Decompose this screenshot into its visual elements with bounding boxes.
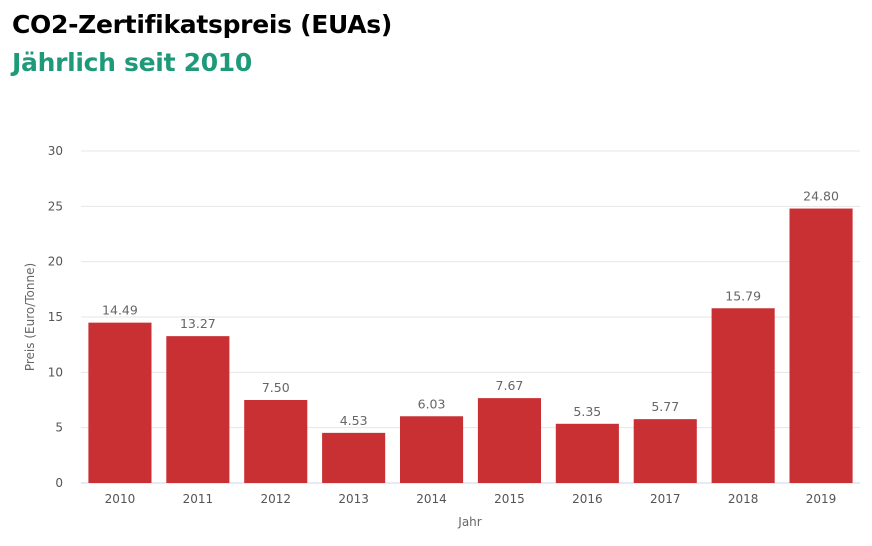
bar xyxy=(477,398,541,483)
y-tick-label: 30 xyxy=(48,144,63,158)
y-tick-label: 0 xyxy=(55,476,63,490)
bar xyxy=(322,432,386,483)
x-tick-label: 2019 xyxy=(806,492,837,506)
data-label: 24.80 xyxy=(803,189,839,204)
y-tick-label: 10 xyxy=(48,365,63,379)
y-tick-label: 25 xyxy=(48,199,63,213)
x-tick-label: 2017 xyxy=(650,492,681,506)
data-label: 7.50 xyxy=(262,380,290,395)
bar xyxy=(244,400,308,483)
data-label: 5.77 xyxy=(651,399,679,414)
data-label: 15.79 xyxy=(725,288,761,303)
x-tick-label: 2011 xyxy=(183,492,214,506)
chart-title: CO2-Zertifikatspreis (EUAs) xyxy=(12,10,392,39)
bar xyxy=(633,419,697,483)
bar xyxy=(789,208,853,483)
y-tick-label: 20 xyxy=(48,255,63,269)
data-label: 13.27 xyxy=(180,316,216,331)
x-tick-label: 2010 xyxy=(105,492,136,506)
y-axis-label: Preis (Euro/Tonne) xyxy=(23,263,37,371)
data-label: 14.49 xyxy=(102,303,138,318)
bar xyxy=(88,322,152,483)
x-tick-label: 2018 xyxy=(728,492,759,506)
x-tick-label: 2014 xyxy=(416,492,447,506)
x-tick-label: 2015 xyxy=(494,492,525,506)
y-tick-label: 15 xyxy=(48,310,63,324)
bar xyxy=(400,416,464,483)
chart-subtitle: Jährlich seit 2010 xyxy=(12,48,252,77)
x-axis-label: Jahr xyxy=(457,515,481,529)
data-label: 5.35 xyxy=(573,404,601,419)
y-tick-label: 5 xyxy=(55,421,63,435)
bar xyxy=(555,423,619,483)
x-tick-label: 2013 xyxy=(338,492,369,506)
data-label: 6.03 xyxy=(418,396,446,411)
bar xyxy=(166,336,230,483)
x-tick-label: 2016 xyxy=(572,492,603,506)
data-label: 7.67 xyxy=(496,378,524,393)
x-tick-label: 2012 xyxy=(260,492,291,506)
data-label: 4.53 xyxy=(340,413,368,428)
bar xyxy=(711,308,775,483)
